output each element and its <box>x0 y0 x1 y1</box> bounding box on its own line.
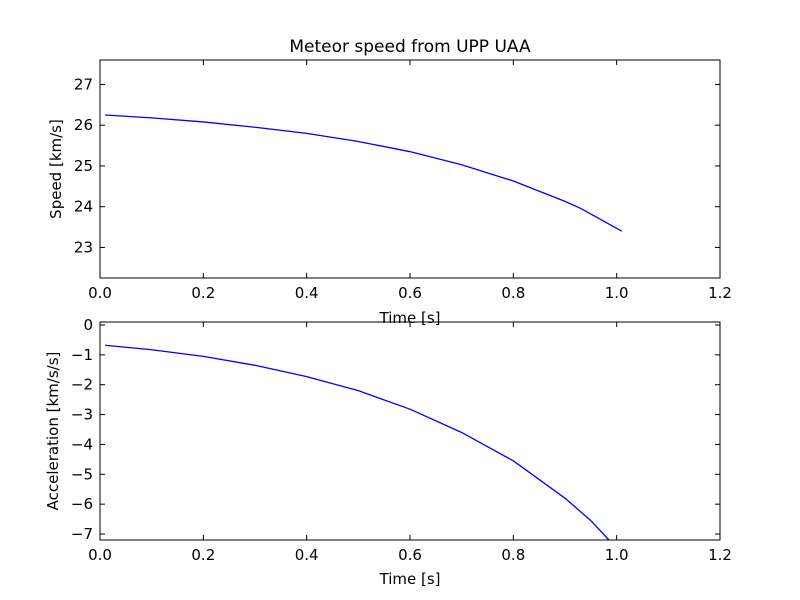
acceleration-chart-x-axis-label: Time [s] <box>379 570 441 588</box>
acceleration-x-tick-label: 0.6 <box>398 546 422 564</box>
acceleration-y-tick-label: −3 <box>71 406 93 424</box>
speed-x-tick-label: 1.2 <box>708 284 732 302</box>
acceleration-x-tick-label: 1.2 <box>708 546 732 564</box>
acceleration-chart-frame <box>99 321 721 541</box>
acceleration-y-tick-label: 0 <box>83 316 93 334</box>
speed-x-tick-label: 0.6 <box>398 284 422 302</box>
speed-series-line <box>105 114 623 232</box>
speed-y-tick-label: 27 <box>74 75 93 93</box>
speed-chart-frame <box>99 59 721 279</box>
speed-y-tick-label: 24 <box>74 198 93 216</box>
acceleration-x-tick-label: 0.2 <box>191 546 215 564</box>
acceleration-y-tick-label: −7 <box>71 525 93 543</box>
speed-chart-tick-labels: 0.0 0.2 0.4 0.6 0.8 1.0 1.2 23 24 25 26 27 <box>74 75 732 302</box>
acceleration-chart: 0.0 0.2 0.4 0.6 0.8 1.0 1.2 0 −1 −2 −3 −4 −5 −6 −7 Tim… <box>44 316 732 588</box>
speed-y-tick-label: 26 <box>74 116 93 134</box>
speed-chart: Meteor speed from UPP UAA 0.0 0.2 0.4 0.6 0.… <box>47 37 732 327</box>
acceleration-x-tick-label: 0.0 <box>88 546 112 564</box>
acceleration-x-tick-label: 0.8 <box>501 546 525 564</box>
speed-x-tick-label: 0.8 <box>501 284 525 302</box>
speed-x-tick-label: 0.4 <box>295 284 319 302</box>
acceleration-y-tick-label: −6 <box>71 495 93 513</box>
speed-x-tick-label: 0.2 <box>191 284 215 302</box>
acceleration-y-tick-label: −4 <box>71 435 93 453</box>
acceleration-x-tick-label: 1.0 <box>605 546 629 564</box>
acceleration-chart-y-axis-label: Acceleration [km/s/s] <box>44 352 62 511</box>
acceleration-y-tick-label: −5 <box>71 465 93 483</box>
speed-y-tick-label: 23 <box>74 238 93 256</box>
acceleration-y-tick-label: −2 <box>71 376 93 394</box>
speed-x-tick-label: 0.0 <box>88 284 112 302</box>
speed-x-tick-label: 1.0 <box>605 284 629 302</box>
acceleration-y-tick-label: −1 <box>71 346 93 364</box>
speed-y-tick-label: 25 <box>74 157 93 175</box>
speed-chart-title: Meteor speed from UPP UAA <box>289 37 531 57</box>
acceleration-chart-tick-labels: 0.0 0.2 0.4 0.6 0.8 1.0 1.2 0 −1 −2 −3 −4 −5 −6 −7 <box>71 316 732 564</box>
acceleration-series-line <box>105 344 610 541</box>
acceleration-x-tick-label: 0.4 <box>295 546 319 564</box>
speed-chart-y-axis-label: Speed [km/s] <box>47 119 65 219</box>
